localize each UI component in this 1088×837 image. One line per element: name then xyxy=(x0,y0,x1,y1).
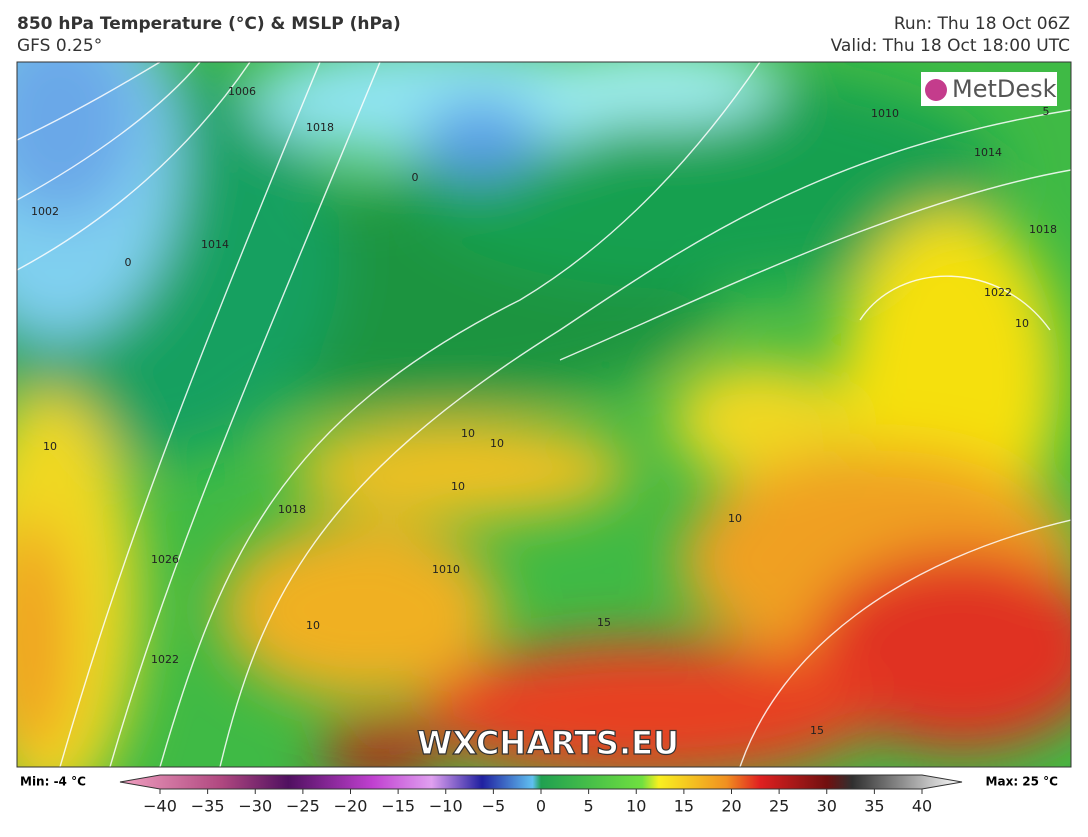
map-frame xyxy=(16,61,1072,768)
contour-label: 0 xyxy=(125,256,132,269)
logo: MetDesk xyxy=(952,75,1057,103)
max-label: Max: 25 °C xyxy=(986,775,1059,789)
subtitle: GFS 0.25° xyxy=(17,36,102,56)
colorbar-tick-label: −5 xyxy=(482,797,506,816)
colorbar-tick-label: 20 xyxy=(721,797,741,816)
contour-label: 1018 xyxy=(278,503,306,516)
contour-label: 0 xyxy=(412,171,419,184)
contour-label: 1018 xyxy=(1029,223,1057,236)
contour-label: 1010 xyxy=(871,107,899,120)
contour-label: 1026 xyxy=(151,553,179,566)
logo-icon xyxy=(925,79,947,101)
contour-label: 1022 xyxy=(984,286,1012,299)
contour-label: 5 xyxy=(1043,105,1050,118)
map: 1006101810021014001010101410181022101010… xyxy=(17,62,1071,767)
colorbar-tick-label: −10 xyxy=(429,797,463,816)
colorbar-tick-label: 0 xyxy=(536,797,546,816)
contour-label: 10 xyxy=(728,512,742,525)
contour-label: 1010 xyxy=(432,563,460,576)
colorbar-tick-label: −35 xyxy=(191,797,225,816)
contour-label: 10 xyxy=(461,427,475,440)
min-label: Min: -4 °C xyxy=(20,775,86,789)
contour-label: 10 xyxy=(490,437,504,450)
contour-label: 1018 xyxy=(306,121,334,134)
colorbar-tick-label: −40 xyxy=(143,797,177,816)
contour-label: 10 xyxy=(451,480,465,493)
colorbar-tick-label: −20 xyxy=(334,797,368,816)
watermark: WXCHARTS.EU xyxy=(417,724,679,762)
contour-label: 10 xyxy=(1015,317,1029,330)
contour-label: 10 xyxy=(306,619,320,632)
run-time: Run: Thu 18 Oct 06Z xyxy=(894,14,1070,34)
colorbar-tick-label: 30 xyxy=(817,797,837,816)
contour-label: 1002 xyxy=(31,205,59,218)
contour-label: 10 xyxy=(43,440,57,453)
valid-time: Valid: Thu 18 Oct 18:00 UTC xyxy=(831,36,1070,56)
contour-label: 1014 xyxy=(974,146,1002,159)
title: 850 hPa Temperature (°C) & MSLP (hPa) xyxy=(17,14,401,34)
contour-label: 1006 xyxy=(228,85,256,98)
colorbar-tick-label: 5 xyxy=(584,797,594,816)
colorbar-tick-label: 10 xyxy=(626,797,646,816)
colorbar-tick-label: 35 xyxy=(864,797,884,816)
colorbar-tick-label: −15 xyxy=(381,797,415,816)
contour-label: 15 xyxy=(597,616,611,629)
colorbar-tick-label: 40 xyxy=(912,797,932,816)
contour-label: 1022 xyxy=(151,653,179,666)
contour-label: 15 xyxy=(810,724,824,737)
colorbar xyxy=(119,774,963,790)
colorbar-tick-label: −30 xyxy=(238,797,272,816)
colorbar-tick-label: 15 xyxy=(674,797,694,816)
colorbar-tick-label: −25 xyxy=(286,797,320,816)
colorbar-tick-label: 25 xyxy=(769,797,789,816)
contour-label: 1014 xyxy=(201,238,229,251)
